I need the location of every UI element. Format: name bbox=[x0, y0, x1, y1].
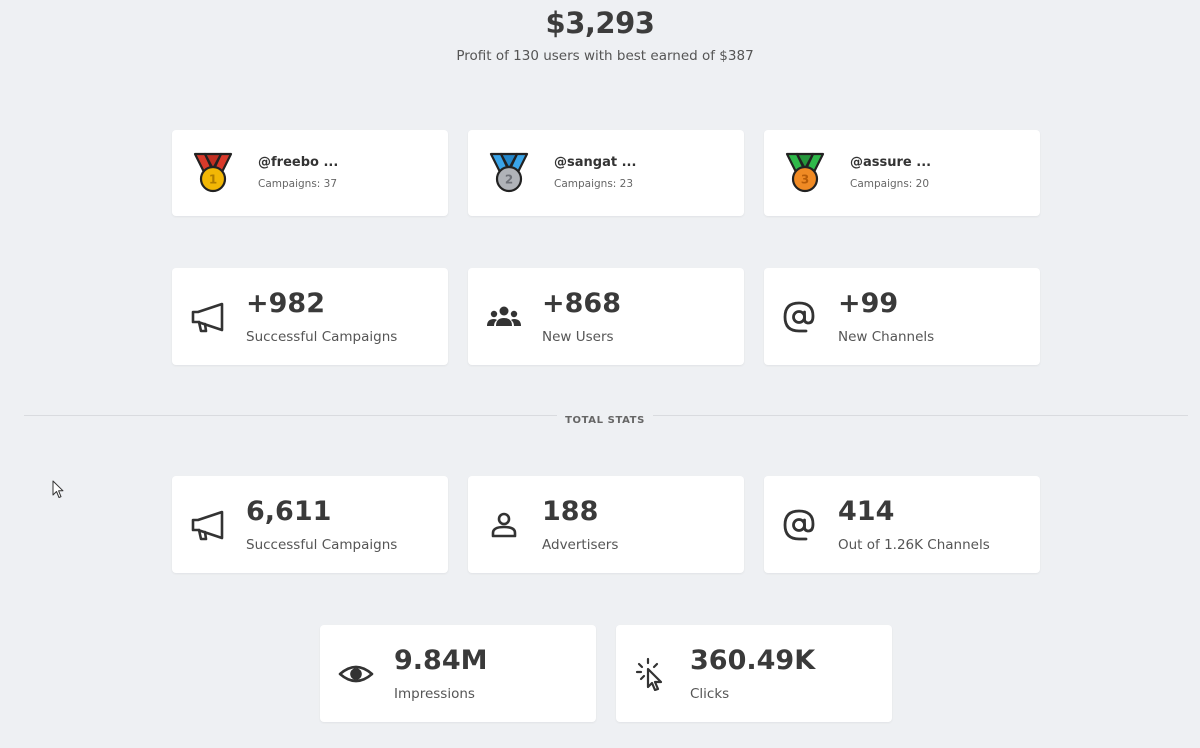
total-card-clicks: 360.49K Clicks bbox=[616, 625, 892, 722]
bronze-medal-icon: 3 bbox=[784, 152, 826, 194]
svg-text:1: 1 bbox=[209, 173, 217, 187]
users-group-icon bbox=[486, 300, 522, 334]
leader-name: @sangat ... bbox=[554, 155, 637, 170]
total-profit: $3,293 bbox=[545, 6, 655, 40]
leader-campaigns: Campaigns: 37 bbox=[258, 178, 338, 190]
stat-card-new-channels: +99 New Channels bbox=[764, 268, 1040, 365]
megaphone-icon bbox=[190, 300, 226, 334]
leader-card-3: 3 @assure ... Campaigns: 20 bbox=[764, 130, 1040, 216]
eye-icon bbox=[338, 657, 374, 691]
stat-label: New Channels bbox=[838, 329, 935, 345]
stat-value: +982 bbox=[246, 288, 325, 319]
click-cursor-icon bbox=[634, 657, 670, 691]
leader-campaigns: Campaigns: 20 bbox=[850, 178, 930, 190]
total-card-channels: 414 Out of 1.26K Channels bbox=[764, 476, 1040, 573]
total-card-impressions: 9.84M Impressions bbox=[320, 625, 596, 722]
at-sign-icon bbox=[782, 508, 818, 542]
stat-value: 414 bbox=[838, 496, 895, 527]
profit-subtitle: Profit of 130 users with best earned of … bbox=[456, 48, 754, 64]
stat-value: +868 bbox=[542, 288, 621, 319]
stat-value: 360.49K bbox=[690, 645, 816, 676]
megaphone-icon bbox=[190, 508, 226, 542]
stat-label: Successful Campaigns bbox=[246, 537, 398, 553]
leader-card-2: 2 @sangat ... Campaigns: 23 bbox=[468, 130, 744, 216]
at-sign-icon bbox=[782, 300, 818, 334]
leader-name: @assure ... bbox=[850, 155, 932, 170]
leader-name: @freebo ... bbox=[258, 155, 339, 170]
svg-text:2: 2 bbox=[505, 173, 513, 187]
stat-value: +99 bbox=[838, 288, 899, 319]
total-stats-label: TOTAL STATS bbox=[557, 415, 653, 426]
stat-value: 9.84M bbox=[394, 645, 488, 676]
stat-card-successful-campaigns: +982 Successful Campaigns bbox=[172, 268, 448, 365]
leader-card-1: 1 @freebo ... Campaigns: 37 bbox=[172, 130, 448, 216]
stat-card-new-users: +868 New Users bbox=[468, 268, 744, 365]
silver-medal-icon: 2 bbox=[488, 152, 530, 194]
mouse-pointer-icon bbox=[52, 480, 66, 500]
total-card-successful-campaigns: 6,611 Successful Campaigns bbox=[172, 476, 448, 573]
svg-text:3: 3 bbox=[801, 173, 809, 187]
stat-value: 188 bbox=[542, 496, 599, 527]
stat-label: Advertisers bbox=[542, 537, 619, 553]
stat-label: Clicks bbox=[690, 686, 730, 702]
total-stats-heading: TOTAL STATS bbox=[0, 408, 1200, 427]
gold-medal-icon: 1 bbox=[192, 152, 234, 194]
stat-label: Out of 1.26K Channels bbox=[838, 537, 990, 553]
stat-value: 6,611 bbox=[246, 496, 332, 527]
stat-label: Impressions bbox=[394, 686, 475, 702]
leader-campaigns: Campaigns: 23 bbox=[554, 178, 634, 190]
total-card-advertisers: 188 Advertisers bbox=[468, 476, 744, 573]
person-icon bbox=[486, 508, 522, 542]
stat-label: New Users bbox=[542, 329, 614, 345]
stat-label: Successful Campaigns bbox=[246, 329, 398, 345]
